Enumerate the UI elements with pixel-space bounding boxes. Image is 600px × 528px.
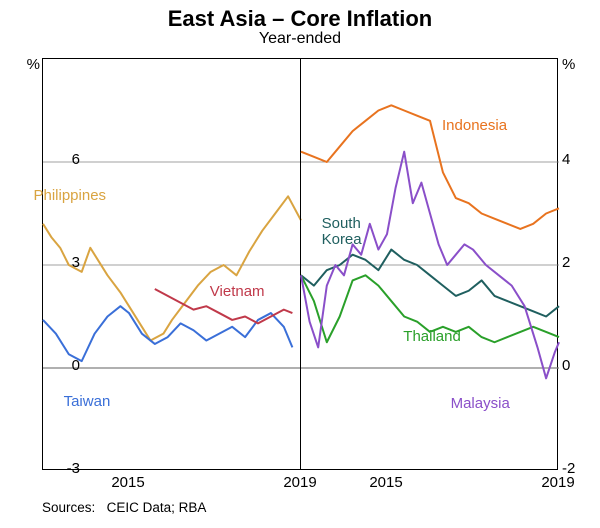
ytick-right-0: 0 [562,357,598,374]
pct-symbol-right: % [562,56,575,73]
chart-title: East Asia – Core Inflation [0,0,600,32]
right-panel-svg [301,59,557,469]
ytick-left-0: 0 [44,357,80,374]
chart-container: East Asia – Core Inflation Year-ended % … [0,0,600,528]
ytick-left-6: 6 [44,151,80,168]
south_korea-label: South [322,215,361,232]
xtick-left-2019: 2019 [270,474,330,491]
thailand-label: Thailand [403,328,461,345]
indonesia-label: Indonesia [442,117,507,134]
south_korea-line [301,250,559,317]
philippines-line [43,196,301,340]
sources-value: CEIC Data; RBA [107,500,207,515]
sources-label: Sources: [42,500,95,515]
vietnam-label: Vietnam [210,283,265,300]
philippines-label: Philippines [34,187,107,204]
xtick-right-2015: 2015 [356,474,416,491]
chart-subtitle: Year-ended [0,30,600,48]
xtick-left-2015: 2015 [98,474,158,491]
taiwan-label: Taiwan [64,393,111,410]
right-panel [300,59,557,469]
pct-symbol-left: % [27,56,40,73]
malaysia-label: Malaysia [451,395,510,412]
south_korea-label: Korea [322,231,362,248]
xtick-right-2019: 2019 [528,474,588,491]
taiwan-line [43,306,292,361]
ytick-left-3: 3 [44,254,80,271]
ytick-right-2: 2 [562,254,598,271]
ytick-right-4: 4 [562,151,598,168]
sources-line: Sources: CEIC Data; RBA [42,500,206,515]
ytick-left--3: -3 [44,460,80,477]
